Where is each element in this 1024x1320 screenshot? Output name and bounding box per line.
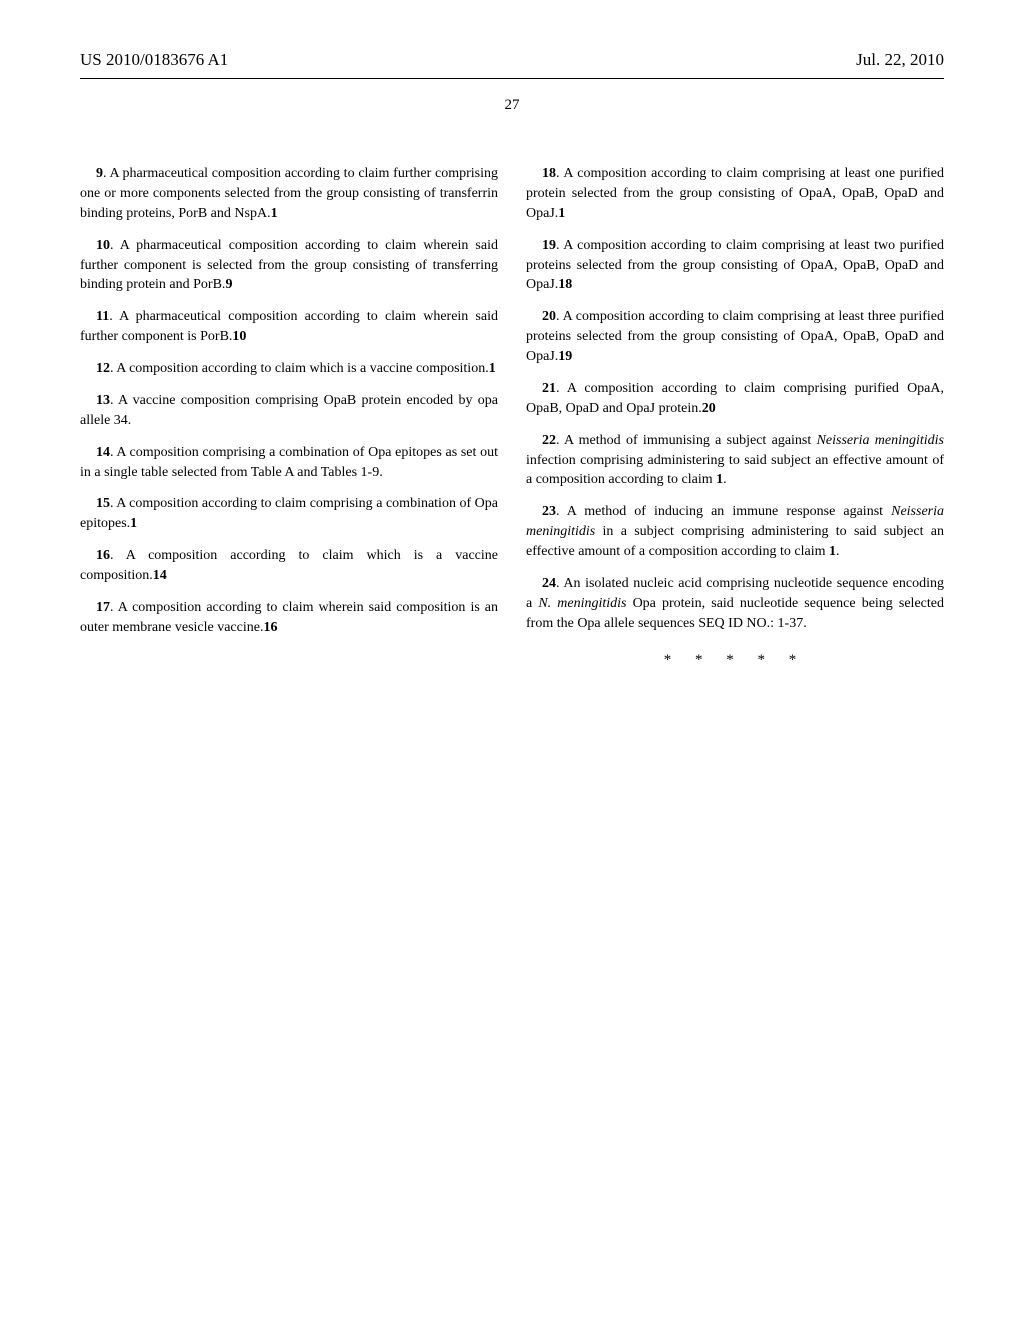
claim-22: 22. A method of immunising a subject aga… — [526, 431, 944, 491]
claim-reference: 10 — [232, 329, 246, 344]
claims-container: 9. A pharmaceutical composition accordin… — [80, 164, 944, 671]
end-marks: * * * * * — [526, 650, 944, 671]
claim-16: 16. A composition according to claim whi… — [80, 546, 498, 586]
claim-reference: 19 — [558, 349, 572, 364]
claim-reference: 1 — [130, 516, 137, 531]
claim-20: 20. A composition according to claim com… — [526, 307, 944, 367]
claim-13: 13. A vaccine composition comprising Opa… — [80, 391, 498, 431]
claim-text: . — [723, 472, 727, 487]
claim-number: 12 — [96, 361, 110, 376]
claim-number: 20 — [542, 309, 556, 324]
claim-19: 19. A composition according to claim com… — [526, 236, 944, 296]
claim-number: 19 — [542, 238, 556, 253]
claim-italic: N. meningitidis — [538, 596, 626, 611]
claim-text: . A composition according to claim — [556, 381, 783, 396]
claim-24: 24. An isolated nucleic acid comprising … — [526, 574, 944, 634]
claim-reference: 14 — [153, 568, 167, 583]
claim-text: which is a vaccine composition. — [309, 361, 488, 376]
publication-number: US 2010/0183676 A1 — [80, 50, 228, 70]
claim-number: 18 — [542, 166, 556, 181]
right-column: 18. A composition according to claim com… — [526, 164, 944, 671]
claim-18: 18. A composition according to claim com… — [526, 164, 944, 224]
claim-number: 15 — [96, 496, 110, 511]
claim-text: . A composition according to claim — [556, 238, 762, 253]
claim-reference: 16 — [263, 620, 277, 635]
claim-number: 14 — [96, 445, 110, 460]
claim-11: 11. A pharmaceutical composition accordi… — [80, 307, 498, 347]
claim-text: . A vaccine composition comprising OpaB … — [80, 393, 498, 428]
claim-number: 23 — [542, 504, 556, 519]
claim-reference: 1 — [829, 544, 836, 559]
claim-reference: 18 — [558, 277, 572, 292]
claim-reference: 20 — [702, 401, 716, 416]
claim-text: . — [836, 544, 840, 559]
claim-number: 24 — [542, 576, 556, 591]
claim-text: infection comprising administering to sa… — [526, 453, 944, 488]
claim-number: 13 — [96, 393, 110, 408]
claim-10: 10. A pharmaceutical composition accordi… — [80, 236, 498, 296]
claim-text: . A pharmaceutical composition according… — [109, 309, 423, 324]
left-column: 9. A pharmaceutical composition accordin… — [80, 164, 498, 671]
publication-date: Jul. 22, 2010 — [856, 50, 944, 70]
claim-text: . A pharmaceutical composition according… — [110, 238, 423, 253]
claim-text: . A composition according to claim — [110, 361, 309, 376]
claim-21: 21. A composition according to claim com… — [526, 379, 944, 419]
claim-text: . A composition comprising a combination… — [80, 445, 498, 480]
claim-text: . A pharmaceutical composition according… — [103, 166, 393, 181]
claim-17: 17. A composition according to claim whe… — [80, 598, 498, 638]
claim-reference: 1 — [558, 206, 565, 221]
claim-15: 15. A composition according to claim com… — [80, 494, 498, 534]
claim-text: . A composition according to claim — [556, 166, 762, 181]
claim-text: . A method of immunising a subject again… — [556, 433, 817, 448]
claim-text: . A composition according to claim — [110, 548, 366, 563]
claim-number: 9 — [96, 166, 103, 181]
claim-text: . A composition according to claim — [110, 600, 319, 615]
claim-reference: 9 — [225, 277, 232, 292]
claim-23: 23. A method of inducing an immune respo… — [526, 502, 944, 562]
claim-italic: Neisseria meningitidis — [817, 433, 944, 448]
claim-number: 22 — [542, 433, 556, 448]
claim-text: . A composition according to claim — [110, 496, 310, 511]
claim-number: 16 — [96, 548, 110, 563]
claim-12: 12. A composition according to claim whi… — [80, 359, 498, 379]
claim-9: 9. A pharmaceutical composition accordin… — [80, 164, 498, 224]
claim-14: 14. A composition comprising a combinati… — [80, 443, 498, 483]
claim-text: . A composition according to claim — [556, 309, 758, 324]
claim-reference: 1 — [271, 206, 278, 221]
claim-number: 11 — [96, 309, 109, 324]
page-header: US 2010/0183676 A1 Jul. 22, 2010 — [80, 50, 944, 79]
claim-reference: 1 — [489, 361, 496, 376]
page-container: US 2010/0183676 A1 Jul. 22, 2010 27 9. A… — [0, 0, 1024, 721]
claim-text: . A method of inducing an immune respons… — [556, 504, 891, 519]
claim-number: 10 — [96, 238, 110, 253]
claim-number: 17 — [96, 600, 110, 615]
page-number: 27 — [80, 97, 944, 114]
claim-number: 21 — [542, 381, 556, 396]
